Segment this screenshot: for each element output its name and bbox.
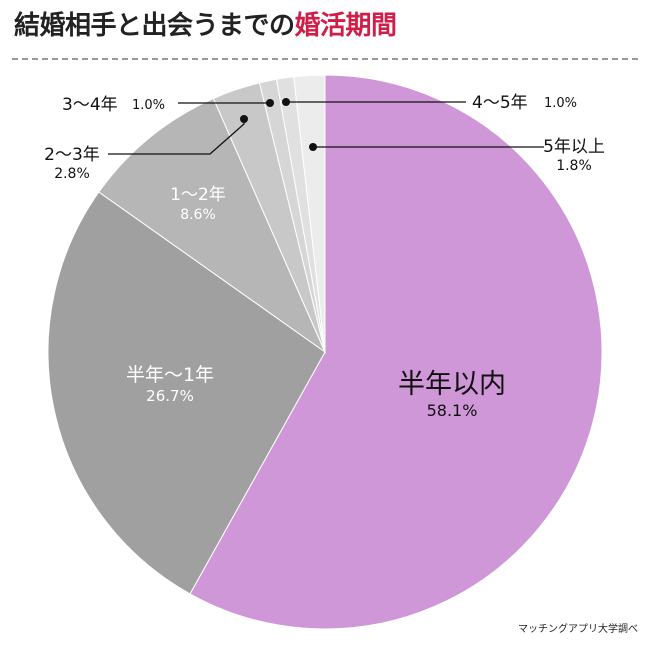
value-slice-3: 2.8% — [54, 166, 90, 182]
label-slice-6: 5年以上 — [543, 137, 605, 157]
label-slice-4: 3〜4年 — [62, 95, 118, 115]
pie-slice-0 — [189, 74, 603, 630]
chart-title: 結婚相手と出会うまでの婚活期間 — [14, 6, 397, 46]
leader-dot-slice-3 — [240, 115, 248, 123]
value-slice-5: 1.0% — [544, 96, 577, 111]
source-note: マッチングアプリ大学調べ — [518, 624, 638, 635]
leader-dot-slice-5 — [282, 98, 290, 106]
value-slice-4: 1.0% — [132, 98, 165, 113]
pie-slice-1 — [47, 191, 326, 595]
pie-slices — [47, 74, 603, 630]
value-slice-0: 58.1% — [427, 401, 478, 420]
label-slice-0: 半年以内 — [398, 369, 506, 400]
pie-slice-6 — [293, 74, 326, 353]
chart-title-main: 結婚相手と出会うまでの — [14, 11, 295, 41]
label-slice-5: 4〜5年 — [472, 93, 528, 113]
title-divider — [12, 58, 638, 60]
value-slice-2: 8.6% — [180, 207, 216, 223]
value-slice-1: 26.7% — [146, 387, 194, 405]
label-slice-1: 半年〜1年 — [126, 364, 214, 386]
pie-slice-2 — [98, 97, 327, 354]
leader-dot-slice-6 — [309, 143, 317, 151]
value-slice-6: 1.8% — [556, 158, 592, 174]
chart-title-accent: 婚活期間 — [294, 11, 398, 41]
leader-dot-slice-4 — [266, 99, 274, 107]
label-slice-2: 1〜2年 — [170, 185, 226, 205]
label-slice-3: 2〜3年 — [44, 145, 100, 165]
